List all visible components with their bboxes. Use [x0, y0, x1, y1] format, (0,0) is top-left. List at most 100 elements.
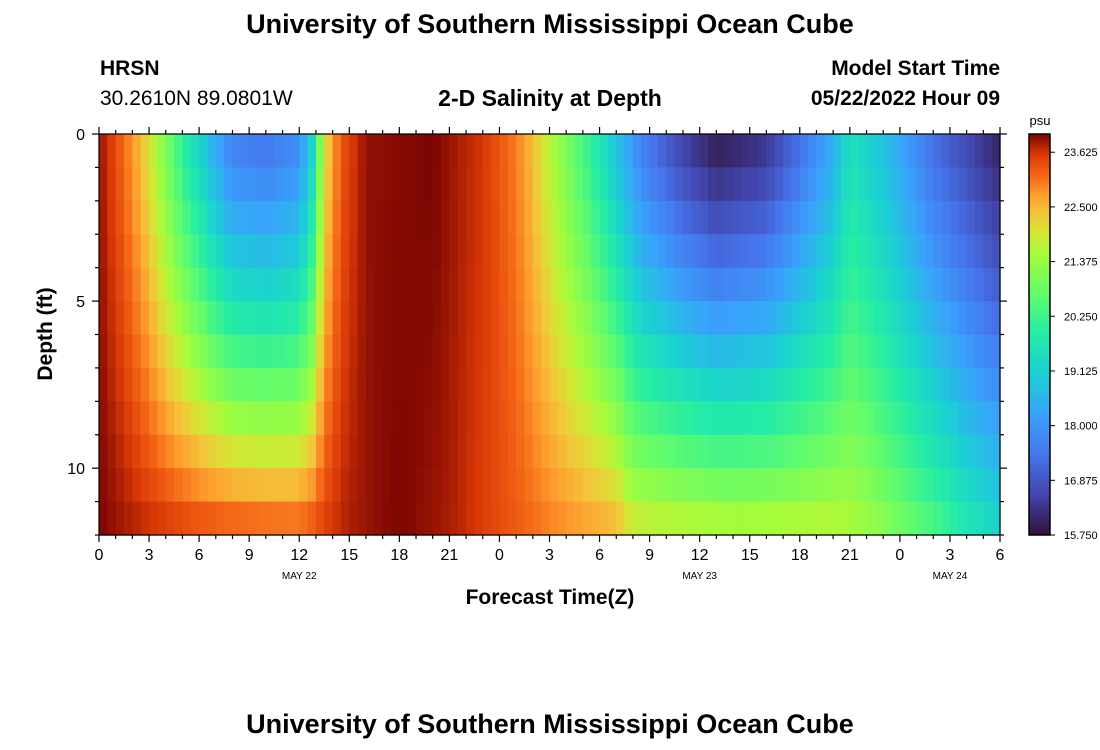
heatmap-cell — [441, 367, 450, 402]
heatmap-cell — [349, 267, 359, 302]
heatmap-cell — [324, 301, 334, 336]
heatmap-cell — [691, 468, 701, 503]
heatmap-cell — [691, 434, 701, 469]
heatmap-cell — [674, 200, 684, 235]
heatmap-cell — [991, 501, 1001, 536]
heatmap-cell — [716, 301, 726, 336]
heatmap-cell — [624, 401, 634, 436]
heatmap-cell — [733, 367, 742, 402]
heatmap-cell — [899, 401, 909, 436]
heatmap-cell — [349, 434, 359, 469]
heatmap-cell — [941, 468, 951, 503]
heatmap-cell — [516, 167, 526, 202]
y-tick-label: 0 — [76, 127, 85, 144]
heatmap-cell — [958, 334, 968, 369]
colorbar: psu 23.625 22.500 21.375 20.250 19.125 18.000… — [1028, 113, 1098, 542]
heatmap-cell — [708, 200, 717, 235]
heatmap-cell — [616, 334, 626, 369]
heatmap-cell — [958, 167, 968, 202]
heatmap-cell — [99, 334, 108, 369]
heatmap-cell — [958, 401, 968, 436]
heatmap-cell — [182, 167, 192, 202]
heatmap-cell — [758, 501, 767, 536]
heatmap-cell — [941, 234, 951, 269]
heatmap-cell — [282, 334, 292, 369]
heatmap-cell — [774, 334, 784, 369]
heatmap-cell — [215, 334, 225, 369]
heatmap-cell — [666, 134, 676, 169]
heatmap-cell — [691, 367, 701, 402]
heatmap-cell — [866, 501, 876, 536]
heatmap-cell — [265, 367, 275, 402]
heatmap-cell — [399, 134, 409, 169]
heatmap-cell — [307, 200, 317, 235]
heatmap-cell — [315, 200, 325, 235]
heatmap-cell — [591, 267, 601, 302]
heatmap-cell — [657, 167, 667, 202]
heatmap-cell — [908, 200, 918, 235]
heatmap-cell — [858, 301, 868, 336]
heatmap-cell — [574, 267, 584, 302]
heatmap-cell — [682, 401, 692, 436]
heatmap-cell — [849, 434, 859, 469]
heatmap-cell — [215, 434, 225, 469]
heatmap-cell — [941, 434, 951, 469]
heatmap-cell — [899, 468, 909, 503]
heatmap-cell — [416, 134, 425, 169]
heatmap-cell — [791, 334, 801, 369]
heatmap-cell — [582, 134, 592, 169]
heatmap-cell — [708, 434, 717, 469]
heatmap-cell — [908, 367, 918, 402]
x-tick-label: 9 — [245, 547, 254, 564]
heatmap-cell — [974, 301, 984, 336]
heatmap-cell — [307, 501, 317, 536]
heatmap-cell — [833, 334, 843, 369]
heatmap-cell — [557, 501, 567, 536]
heatmap-cell — [883, 367, 893, 402]
heatmap-cell — [549, 301, 559, 336]
heatmap-cell — [124, 200, 133, 235]
heatmap-cell — [657, 434, 667, 469]
heatmap-cell — [424, 200, 434, 235]
x-tick-label: 0 — [895, 547, 904, 564]
heatmap-cell — [232, 367, 242, 402]
colorbar-label: 15.750 — [1064, 530, 1098, 542]
heatmap-cell — [499, 401, 509, 436]
heatmap-cell — [524, 367, 534, 402]
heatmap-cell — [632, 434, 642, 469]
heatmap-cell — [532, 501, 542, 536]
heatmap-cell — [624, 234, 634, 269]
heatmap-cell — [424, 334, 434, 369]
heatmap-cell — [549, 267, 559, 302]
heatmap-cell — [591, 134, 601, 169]
heatmap-cell — [607, 134, 617, 169]
heatmap-cell — [866, 234, 876, 269]
heatmap-cell — [716, 401, 726, 436]
heatmap-cell — [449, 200, 459, 235]
x-axis-label: Forecast Time(Z) — [466, 586, 635, 609]
heatmap-cell — [599, 167, 609, 202]
heatmap-cell — [190, 434, 200, 469]
heatmap-cell — [841, 434, 851, 469]
heatmap-cell — [349, 234, 359, 269]
heatmap-cell — [524, 401, 534, 436]
heatmap-cell — [365, 134, 375, 169]
heatmap-cell — [157, 468, 167, 503]
heatmap-cell — [324, 401, 334, 436]
heatmap-cell — [566, 301, 576, 336]
heatmap-cell — [966, 367, 976, 402]
heatmap-cell — [257, 334, 267, 369]
heatmap-cell — [174, 167, 184, 202]
heatmap-cell — [132, 301, 142, 336]
heatmap-cell — [783, 234, 793, 269]
heatmap-cell — [240, 401, 250, 436]
heatmap-cell — [249, 301, 259, 336]
heatmap-cell — [441, 167, 450, 202]
heatmap-cell — [140, 234, 150, 269]
heatmap-cell — [624, 134, 634, 169]
heatmap-cell — [983, 167, 993, 202]
heatmap-cell — [424, 167, 434, 202]
date-label: MAY 23 — [682, 571, 717, 582]
heatmap-cell — [249, 334, 259, 369]
heatmap-cell — [799, 167, 809, 202]
